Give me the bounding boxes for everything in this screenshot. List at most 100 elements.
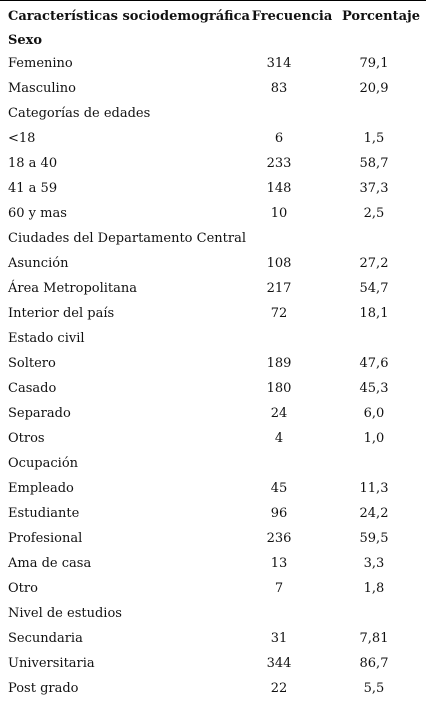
row-label: Separado (8, 406, 71, 421)
table-row: Separado 24 6,0 (0, 401, 426, 426)
frequency-cell: 4 (274, 431, 284, 446)
percentage-cell: 47,6 (359, 356, 389, 371)
section-row: Sexo (0, 34, 426, 51)
percentage-cell: 5,5 (363, 681, 385, 696)
row-label: Universitaria (8, 656, 95, 671)
percentage-cell: 2,5 (363, 206, 385, 221)
header-row: Características sociodemográficas Frecue… (0, 0, 426, 34)
percentage-cell (336, 326, 426, 351)
row-label: Empleado (8, 481, 74, 496)
table-row: Empleado 45 11,3 (0, 476, 426, 501)
percentage-cell: 86,7 (359, 656, 389, 671)
table-row: 41 a 59 148 37,3 (0, 176, 426, 201)
header-percentage: Porcentaje (342, 9, 420, 24)
frequency-cell: 83 (270, 81, 288, 96)
percentage-cell: 3,3 (363, 556, 385, 571)
section-label: Ciudades del Departamento Central (8, 231, 246, 246)
percentage-cell: 7,81 (359, 631, 389, 646)
section-row: Ocupación (0, 451, 426, 476)
frequency-cell: 22 (270, 681, 288, 696)
row-label: Otro (8, 581, 38, 596)
frequency-cell: 45 (270, 481, 288, 496)
table-row: Otro 7 1,8 (0, 576, 426, 601)
row-label: Profesional (8, 531, 83, 546)
percentage-cell: 58,7 (359, 156, 389, 171)
row-label: Secundaria (8, 631, 83, 646)
frequency-cell: 148 (266, 181, 292, 196)
table-row: Estudiante 96 24,2 (0, 501, 426, 526)
frequency-cell: 217 (266, 281, 292, 296)
frequency-cell (250, 326, 336, 351)
percentage-cell: 20,9 (359, 81, 389, 96)
table-row: 60 y mas 10 2,5 (0, 201, 426, 226)
table-row: Masculino 83 20,9 (0, 76, 426, 101)
table-row: Interior del país 72 18,1 (0, 301, 426, 326)
row-label: 60 y mas (8, 206, 67, 221)
row-label: Masculino (8, 81, 76, 96)
table-row: Femenino 314 79,1 (0, 51, 426, 76)
frequency-cell: 72 (270, 306, 288, 321)
section-label: Sexo (8, 34, 43, 48)
frequency-cell: 31 (270, 631, 288, 646)
section-label: Ocupación (8, 456, 79, 471)
top-rule (0, 0, 426, 1)
row-label: Casado (8, 381, 57, 396)
table-row: Universitaria 344 86,7 (0, 651, 426, 676)
header-characteristics: Características sociodemográficas (8, 9, 250, 24)
frequency-cell: 10 (270, 206, 288, 221)
percentage-cell: 45,3 (359, 381, 389, 396)
section-row: Ciudades del Departamento Central (0, 226, 426, 251)
frequency-cell: 344 (266, 656, 292, 671)
section-label: Nivel de estudios (8, 606, 122, 621)
percentage-cell (336, 101, 426, 126)
frequency-cell (250, 34, 336, 51)
percentage-cell (336, 226, 426, 251)
frequency-cell: 180 (266, 381, 292, 396)
table-row: Asunción 108 27,2 (0, 251, 426, 276)
percentage-cell: 27,2 (359, 256, 389, 271)
section-label: Categorías de edades (8, 106, 151, 121)
percentage-cell: 11,3 (359, 481, 389, 496)
frequency-cell: 6 (274, 131, 284, 146)
percentage-cell (336, 34, 426, 51)
row-label: Estudiante (8, 506, 80, 521)
row-label: Otros (8, 431, 45, 446)
table-row: Casado 180 45,3 (0, 376, 426, 401)
percentage-cell: 54,7 (359, 281, 389, 296)
percentage-cell: 37,3 (359, 181, 389, 196)
table-row: Post grado 22 5,5 (0, 676, 426, 701)
table-row: 18 a 40 233 58,7 (0, 151, 426, 176)
row-label: Ama de casa (8, 556, 92, 571)
table-row: Otros 4 1,0 (0, 426, 426, 451)
section-label: Estado civil (8, 331, 85, 346)
percentage-cell: 1,8 (363, 581, 385, 596)
row-label: 18 a 40 (8, 156, 58, 171)
row-label: Asunción (8, 256, 69, 271)
percentage-cell: 1,0 (363, 431, 385, 446)
frequency-cell: 236 (266, 531, 292, 546)
table-row: Soltero 189 47,6 (0, 351, 426, 376)
frequency-cell (250, 226, 336, 251)
section-row: Nivel de estudios (0, 601, 426, 626)
table-row: <18 6 1,5 (0, 126, 426, 151)
frequency-cell: 96 (270, 506, 288, 521)
frequency-cell: 108 (266, 256, 292, 271)
percentage-cell: 6,0 (363, 406, 385, 421)
table-row: Secundaria 31 7,81 (0, 626, 426, 651)
table-row: Profesional 236 59,5 (0, 526, 426, 551)
row-label: Interior del país (8, 306, 115, 321)
frequency-cell (250, 601, 336, 626)
table-body: Sexo Femenino 314 79,1 Masculino 83 20,9 Catego… (0, 34, 426, 701)
row-label: Post grado (8, 681, 79, 696)
row-label: Soltero (8, 356, 56, 371)
table-row: Área Metropolitana 217 54,7 (0, 276, 426, 301)
percentage-cell: 18,1 (359, 306, 389, 321)
frequency-cell: 314 (266, 56, 292, 71)
frequency-cell (250, 101, 336, 126)
row-label: Área Metropolitana (8, 281, 138, 296)
percentage-cell (336, 601, 426, 626)
frequency-cell: 24 (270, 406, 288, 421)
row-label: <18 (8, 131, 36, 146)
